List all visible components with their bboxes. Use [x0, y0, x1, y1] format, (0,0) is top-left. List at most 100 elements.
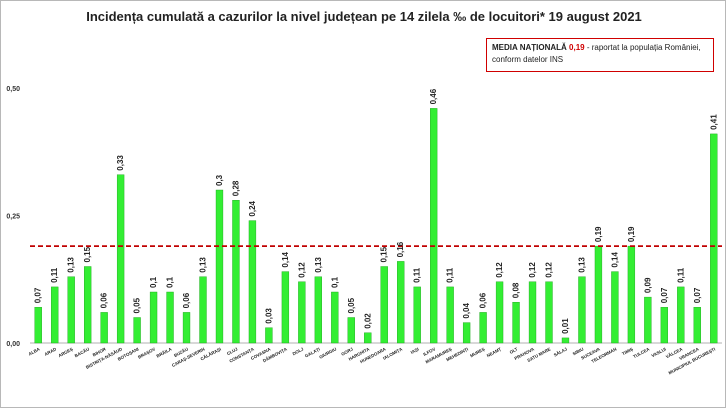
bar: [693, 307, 701, 344]
bar: [314, 276, 322, 344]
bar: [100, 312, 108, 344]
bars: [34, 108, 718, 344]
bar: [199, 276, 207, 344]
note-value: 0,19: [569, 43, 585, 52]
bar-value-label: 0,05: [133, 297, 142, 313]
y-tick-label: 0,25: [6, 214, 20, 221]
bar: [84, 266, 92, 344]
category-label: TIMIȘ: [621, 346, 634, 356]
bar-value-label: 0,02: [363, 313, 372, 329]
y-tick-label: 0,00: [6, 341, 20, 348]
category-label: GIURGIU: [318, 346, 337, 359]
note-text-1: - raportat la populația României,: [584, 43, 701, 52]
category-label: ILFOV: [422, 346, 436, 357]
bar: [446, 286, 454, 344]
category-label: DOLJ: [292, 346, 305, 356]
category-label: NEAMȚ: [486, 346, 502, 358]
category-label: ARAD: [44, 346, 58, 356]
category-label: SĂLAJ: [553, 346, 569, 357]
bar-value-label: 0,1: [166, 276, 175, 288]
bar-value-label: 0,13: [577, 257, 586, 273]
y-axis: 0,00 0,25 0,50: [6, 86, 722, 348]
bar: [611, 271, 619, 344]
bar: [380, 266, 388, 344]
bar: [232, 199, 240, 344]
bar-value-label: 0,15: [380, 246, 389, 262]
bar: [347, 317, 355, 344]
category-label: ARGEȘ: [58, 346, 74, 358]
bar-value-label: 0,15: [83, 246, 92, 262]
bar-value-label: 0,06: [182, 292, 191, 308]
bar: [528, 281, 537, 344]
bar: [660, 307, 668, 344]
note-text-2: conform datelor INS: [492, 55, 564, 64]
chart-title: Incidența cumulată a cazurilor la nivel …: [86, 9, 642, 24]
bar-value-label: 0,11: [676, 267, 685, 283]
bar-value-label: 0,16: [396, 241, 405, 257]
bar-value-label: 0,19: [627, 226, 636, 242]
bar-value-label: 0,3: [215, 174, 224, 186]
bar: [166, 291, 174, 344]
bar: [578, 276, 586, 344]
bar: [149, 291, 158, 344]
category-label: BRĂILA: [156, 346, 174, 359]
bar: [364, 332, 372, 344]
bar: [298, 281, 306, 344]
bar: [430, 108, 438, 344]
bar: [545, 281, 553, 344]
bar-value-label: 0,11: [446, 267, 455, 283]
bar-value-label: 0,1: [149, 276, 158, 288]
national-average-note: MEDIA NAȚIONALĂ 0,19 - raportat la popul…: [486, 38, 714, 72]
bar-value-label: 0,05: [347, 297, 356, 313]
category-label: BUZĂU: [173, 346, 189, 358]
bar: [331, 291, 339, 344]
bar: [495, 281, 504, 344]
bar-value-label: 0,14: [281, 251, 290, 267]
bar-value-label: 0,12: [545, 262, 554, 278]
bar-value-label: 0,07: [660, 287, 669, 303]
bar-value-label: 0,13: [199, 257, 208, 273]
category-label: VASLUI: [651, 346, 667, 358]
bar: [67, 276, 75, 344]
bar: [627, 245, 636, 344]
bar: [265, 327, 273, 344]
bar-value-label: 0,06: [100, 292, 109, 308]
y-tick-label: 0,50: [6, 86, 20, 93]
bar: [248, 220, 257, 344]
bar-value-label: 0,13: [67, 257, 76, 273]
bar: [561, 337, 570, 344]
bar: [677, 286, 685, 344]
bar: [710, 133, 718, 344]
bar-value-label: 0,12: [528, 262, 537, 278]
bar-value-label: 0,07: [34, 287, 43, 303]
category-label: CLUJ: [226, 346, 239, 356]
bar-value-label: 0,11: [50, 267, 59, 283]
note-label: MEDIA NAȚIONALĂ: [492, 43, 567, 52]
bar: [479, 312, 487, 344]
bar-value-label: 0,13: [314, 257, 323, 273]
bar-value-label: 0,28: [231, 180, 240, 196]
category-label: BRAȘOV: [137, 346, 156, 359]
bar: [397, 261, 405, 344]
category-label: IALOMIȚA: [382, 346, 404, 361]
category-label: IAȘI: [410, 346, 420, 354]
category-label: GORJ: [340, 346, 354, 357]
bar: [462, 322, 471, 344]
bar: [51, 286, 59, 344]
value-labels: 0,07 0,11 0,13 0,15 0,06 0,33 0,05 0,1 0,1 0,06 0,…: [34, 88, 719, 334]
bar-value-label: 0,09: [643, 277, 652, 293]
bar: [182, 312, 191, 344]
bar-value-label: 0,33: [116, 155, 125, 171]
bar-value-label: 0,14: [610, 251, 619, 267]
bar: [34, 307, 42, 344]
category-label: BIHOR: [92, 346, 108, 357]
category-label: OLT: [509, 346, 519, 355]
bar: [133, 317, 141, 344]
bar: [116, 174, 125, 344]
bar: [594, 245, 603, 344]
bar-value-label: 0,12: [297, 262, 306, 278]
category-label: ALBA: [28, 346, 42, 357]
bar-value-label: 0,19: [594, 226, 603, 242]
